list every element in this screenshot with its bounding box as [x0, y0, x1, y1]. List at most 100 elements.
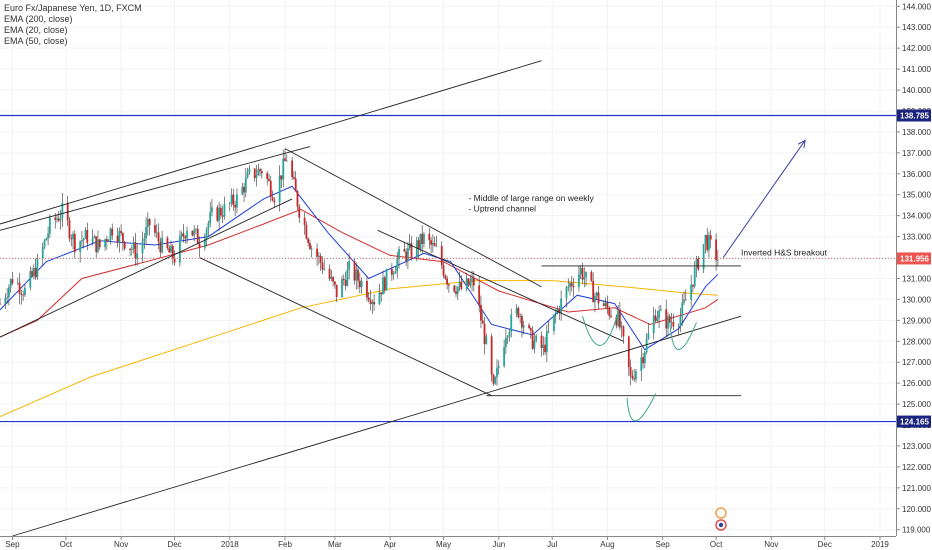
- candle-body[interactable]: [506, 337, 509, 338]
- candle-body[interactable]: [642, 357, 644, 364]
- candle-body[interactable]: [627, 336, 630, 368]
- trend-line[interactable]: [377, 229, 624, 342]
- candle-body[interactable]: [581, 267, 584, 280]
- candle-body[interactable]: [423, 233, 425, 244]
- candle-body[interactable]: [24, 287, 26, 296]
- candle-body[interactable]: [668, 316, 671, 323]
- candle-body[interactable]: [161, 237, 163, 253]
- candle-body[interactable]: [257, 169, 260, 176]
- candle-body[interactable]: [440, 245, 443, 266]
- candle-body[interactable]: [98, 239, 101, 248]
- candle-body[interactable]: [585, 271, 587, 278]
- candle-body[interactable]: [643, 352, 646, 364]
- candle-body[interactable]: [380, 292, 383, 295]
- hs-pattern-arc[interactable]: [626, 393, 656, 422]
- candle-body[interactable]: [618, 309, 621, 328]
- candle-body[interactable]: [697, 258, 700, 270]
- candle-body[interactable]: [447, 284, 450, 286]
- candle-body[interactable]: [358, 280, 361, 288]
- candle-body[interactable]: [130, 249, 133, 250]
- candle-body[interactable]: [66, 202, 69, 221]
- candle-body[interactable]: [84, 230, 87, 239]
- candle-body[interactable]: [667, 316, 669, 329]
- candle-body[interactable]: [360, 280, 363, 288]
- candle-body[interactable]: [433, 242, 436, 246]
- hs-pattern-arc[interactable]: [582, 311, 619, 346]
- candle-body[interactable]: [606, 302, 609, 309]
- candle-body[interactable]: [471, 278, 473, 282]
- candle-body[interactable]: [118, 230, 121, 243]
- candle-body[interactable]: [670, 322, 673, 323]
- candle-body[interactable]: [348, 261, 351, 270]
- candle-body[interactable]: [533, 340, 536, 349]
- candle-body[interactable]: [478, 285, 481, 305]
- candle-body[interactable]: [166, 237, 169, 249]
- candle-body[interactable]: [303, 217, 306, 225]
- candle-body[interactable]: [652, 315, 655, 334]
- candle-body[interactable]: [291, 160, 294, 178]
- candle-body[interactable]: [469, 281, 472, 286]
- candle-body[interactable]: [704, 234, 707, 245]
- candle-body[interactable]: [271, 196, 274, 201]
- candle-body[interactable]: [186, 230, 188, 239]
- legend-ema20[interactable]: EMA (20, close): [4, 25, 68, 35]
- candle-body[interactable]: [583, 277, 586, 280]
- candle-body[interactable]: [595, 292, 598, 296]
- candle-body[interactable]: [431, 242, 434, 245]
- candle-body[interactable]: [154, 225, 156, 233]
- candle-body[interactable]: [695, 258, 698, 268]
- candle-body[interactable]: [417, 240, 420, 249]
- candle-body[interactable]: [309, 243, 311, 249]
- candle-body[interactable]: [296, 190, 299, 207]
- candle-body[interactable]: [428, 233, 431, 241]
- candle-body[interactable]: [693, 267, 696, 287]
- candle-body[interactable]: [692, 284, 694, 287]
- candle-body[interactable]: [333, 281, 336, 285]
- candle-body[interactable]: [59, 217, 62, 221]
- trend-line[interactable]: [0, 198, 293, 338]
- hs-pattern-arc[interactable]: [669, 322, 697, 351]
- candle-body[interactable]: [497, 366, 500, 368]
- candle-body[interactable]: [444, 275, 447, 279]
- candle-body[interactable]: [9, 279, 12, 288]
- candle-body[interactable]: [659, 309, 662, 311]
- candle-body[interactable]: [357, 269, 359, 281]
- candle-body[interactable]: [8, 287, 10, 298]
- candle-body[interactable]: [132, 242, 135, 250]
- candle-body[interactable]: [690, 284, 693, 300]
- candle-body[interactable]: [610, 315, 612, 317]
- candle-body[interactable]: [122, 233, 124, 242]
- candle-body[interactable]: [221, 215, 224, 217]
- candle-body[interactable]: [260, 171, 263, 174]
- candle-body[interactable]: [435, 245, 438, 247]
- candle-body[interactable]: [179, 236, 181, 263]
- candle-body[interactable]: [157, 232, 160, 242]
- candle-body[interactable]: [410, 243, 413, 258]
- candle-body[interactable]: [0, 303, 1, 305]
- candle-body[interactable]: [465, 278, 468, 289]
- candle-body[interactable]: [195, 229, 197, 230]
- candle-body[interactable]: [529, 327, 532, 331]
- trend-line[interactable]: [12, 315, 742, 537]
- candle-body[interactable]: [70, 238, 73, 240]
- candle-body[interactable]: [293, 177, 295, 179]
- candle-body[interactable]: [259, 169, 261, 172]
- candle-body[interactable]: [307, 238, 310, 244]
- candle-body[interactable]: [442, 265, 445, 276]
- candle-body[interactable]: [145, 226, 147, 239]
- candle-body[interactable]: [592, 280, 595, 303]
- candle-body[interactable]: [335, 284, 338, 298]
- price-axis[interactable]: 119.000120.000121.000122.000123.000124.0…: [896, 2, 931, 535]
- candle-body[interactable]: [560, 298, 563, 314]
- candle-body[interactable]: [430, 240, 432, 245]
- candle-body[interactable]: [715, 239, 717, 261]
- candle-body[interactable]: [528, 325, 530, 328]
- candle-body[interactable]: [415, 240, 418, 258]
- candle-body[interactable]: [558, 308, 561, 314]
- candle-body[interactable]: [273, 200, 276, 203]
- candle-body[interactable]: [72, 233, 74, 240]
- candle-body[interactable]: [485, 336, 488, 345]
- candle-body[interactable]: [672, 322, 675, 327]
- time-axis[interactable]: Sep Oct Nov Dec 2018 Feb Mar Apr May Jun Jul Aug Sep…: [5, 536, 889, 549]
